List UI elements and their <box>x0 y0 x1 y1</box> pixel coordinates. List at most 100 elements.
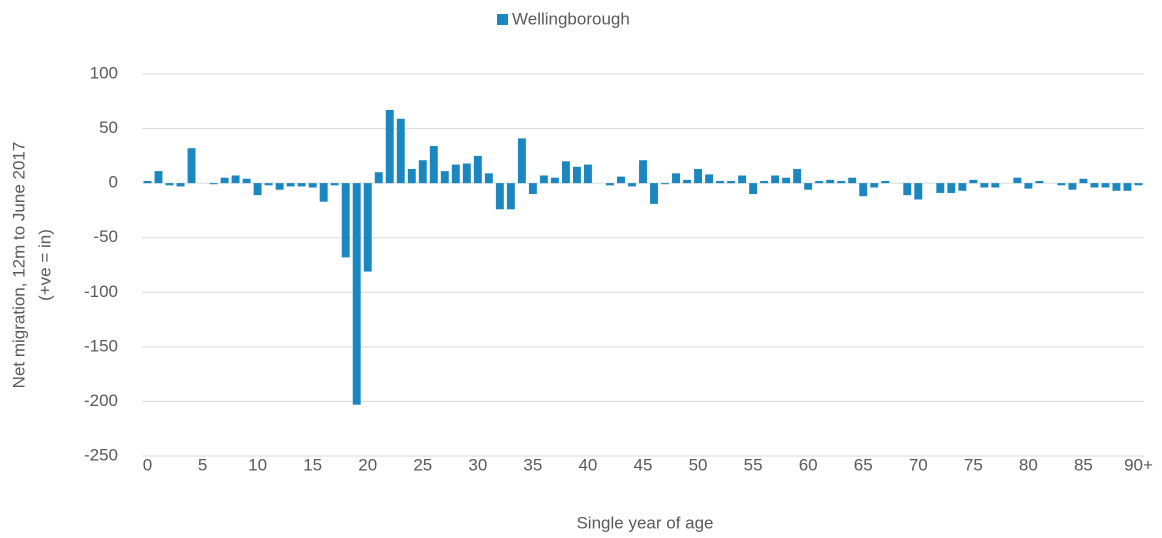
bar <box>297 183 306 187</box>
bar <box>617 176 625 184</box>
bar <box>352 183 361 405</box>
bar <box>484 173 493 184</box>
bar <box>980 183 989 188</box>
bar <box>958 183 967 191</box>
bar <box>1101 183 1110 188</box>
bar <box>231 175 240 184</box>
bar <box>705 174 714 184</box>
y-axis-title: (+ve = in) <box>35 229 54 301</box>
bar <box>176 183 185 187</box>
bar <box>528 183 537 195</box>
bar <box>738 175 747 184</box>
bar <box>1112 183 1121 191</box>
x-tick-label: 55 <box>744 455 763 474</box>
bar <box>275 183 284 190</box>
y-tick-label: 100 <box>90 63 118 82</box>
bar <box>506 183 515 210</box>
bar <box>330 183 339 186</box>
bar <box>495 183 504 210</box>
bar <box>187 148 196 184</box>
bar <box>550 177 559 184</box>
bar <box>242 178 251 184</box>
bar <box>319 183 328 202</box>
y-tick-label: -50 <box>93 227 118 246</box>
y-tick-label: 0 <box>109 173 118 192</box>
x-tick-label: 40 <box>578 455 597 474</box>
bar <box>1024 183 1033 189</box>
bar <box>804 183 813 190</box>
bar <box>1123 183 1132 191</box>
bar <box>1090 183 1099 188</box>
x-tick-label: 15 <box>303 455 322 474</box>
bar <box>418 160 427 184</box>
bar <box>683 179 692 184</box>
bar <box>539 175 548 184</box>
bar <box>793 168 802 184</box>
bar <box>881 180 890 184</box>
bar <box>396 118 405 184</box>
legend-swatch <box>497 14 508 25</box>
x-tick-label: 90+ <box>1124 455 1153 474</box>
bar <box>969 179 978 184</box>
bar <box>914 183 923 200</box>
bar <box>308 183 317 188</box>
y-tick-label: -250 <box>84 445 118 464</box>
bar <box>154 171 163 184</box>
bar <box>1079 178 1088 184</box>
x-tick-label: 75 <box>964 455 983 474</box>
legend-label: Wellingborough <box>512 9 630 28</box>
bar <box>407 168 416 184</box>
bar <box>341 183 350 258</box>
x-tick-label: 60 <box>799 455 818 474</box>
bar <box>1035 180 1044 184</box>
bar <box>837 180 846 184</box>
bar <box>639 160 647 184</box>
bar <box>771 175 780 184</box>
bar <box>374 172 383 184</box>
x-tick-label: 10 <box>248 455 267 474</box>
bar <box>143 180 152 184</box>
bar <box>815 180 824 184</box>
bar <box>991 183 1000 188</box>
y-tick-label: -200 <box>84 391 118 410</box>
bar <box>749 183 758 195</box>
bar <box>220 177 229 184</box>
x-tick-label: 65 <box>854 455 873 474</box>
bar <box>517 138 526 184</box>
bar <box>429 146 438 184</box>
bar <box>859 183 868 197</box>
bar <box>1134 183 1143 186</box>
bar <box>782 177 791 184</box>
bar <box>561 161 570 184</box>
bar <box>572 166 581 184</box>
bar <box>264 183 273 186</box>
x-tick-label: 70 <box>909 455 928 474</box>
bar <box>727 180 736 184</box>
bar <box>870 183 879 188</box>
bar <box>462 163 471 184</box>
bar <box>165 183 174 186</box>
bar <box>694 168 703 184</box>
bar <box>1068 183 1077 190</box>
x-tick-label: 80 <box>1019 455 1038 474</box>
x-tick-label: 85 <box>1074 455 1093 474</box>
x-tick-label: 35 <box>523 455 542 474</box>
bar <box>606 183 614 186</box>
bar <box>440 171 449 184</box>
x-tick-label: 20 <box>358 455 377 474</box>
bar <box>903 183 912 196</box>
bar <box>716 180 725 184</box>
bar <box>209 183 218 185</box>
bar <box>936 183 945 193</box>
x-tick-label: 50 <box>689 455 708 474</box>
x-tick-label: 0 <box>143 455 152 474</box>
x-tick-label: 30 <box>468 455 487 474</box>
y-axis-title: Net migration, 12m to June 2017 <box>9 142 28 389</box>
bar <box>385 110 394 184</box>
bar <box>760 180 769 184</box>
y-tick-label: 50 <box>99 118 118 137</box>
y-tick-label: -100 <box>84 282 118 301</box>
bar <box>826 179 835 184</box>
x-tick-label: 25 <box>413 455 432 474</box>
